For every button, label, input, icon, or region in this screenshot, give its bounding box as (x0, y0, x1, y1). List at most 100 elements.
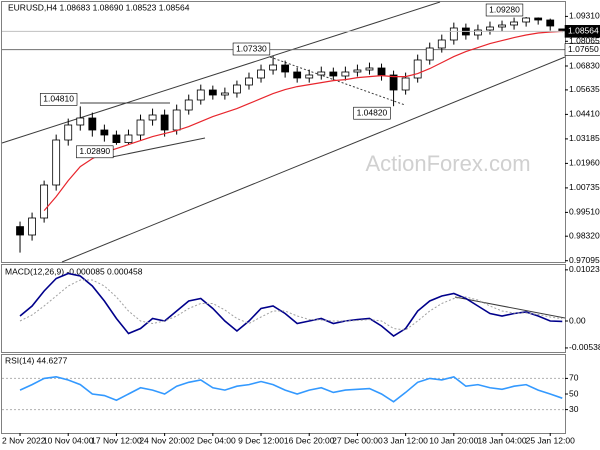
candle-body (40, 184, 49, 219)
candle-body (148, 114, 157, 121)
y-tick-label: 1.09310 (569, 11, 600, 21)
candle-body (220, 92, 229, 96)
level-label: 1.07650 (568, 44, 599, 54)
macd-title: MACD(12,26,9) -0.000085 0.000458 (5, 266, 143, 276)
y-tick-label: -0.005389 (569, 342, 600, 352)
candle-body (136, 119, 145, 136)
annotation-label-box (39, 93, 78, 106)
candle-body (522, 17, 531, 23)
annotation-label: 1.04820 (357, 107, 388, 117)
annotation-label-box (485, 3, 524, 17)
candle-body (365, 67, 374, 71)
x-tick-label: 10 Jan 20:00 (429, 435, 478, 445)
candle-body (16, 226, 24, 236)
y-tick-label: 1.01960 (569, 158, 600, 168)
last-price-label-box (564, 25, 600, 38)
annotation-label-box (232, 42, 271, 56)
candle-body (413, 59, 422, 79)
candle-body (510, 21, 518, 26)
x-tick-label: 3 Jan 12:00 (383, 435, 428, 445)
y-tick-label: 0.010232 (569, 264, 600, 274)
candle-body (305, 74, 314, 79)
annotation-label-box (76, 145, 114, 159)
candle-body (389, 74, 398, 91)
rsi-title: RSI(14) 44.6277 (5, 355, 68, 365)
candle-body (293, 71, 302, 79)
x-tick-label: 16 Dec 20:00 (284, 435, 335, 445)
y-tick-label: 0.98320 (569, 230, 600, 240)
annotation-label-box (353, 106, 391, 120)
candle-body (257, 69, 265, 79)
candle-body (353, 69, 362, 73)
x-tick-label: 27 Dec 00:00 (332, 435, 383, 445)
x-tick-label: 24 Nov 20:00 (139, 435, 190, 445)
y-tick-label: 1.03185 (569, 133, 600, 143)
candle-body (64, 124, 73, 141)
y-tick-label: 70 (569, 373, 579, 383)
candle-body (88, 117, 97, 131)
candle-body (233, 84, 241, 94)
x-tick-label: 2 Nov 2022 (2, 435, 46, 445)
y-tick-label: 0.00 (569, 315, 586, 325)
candle-body (534, 17, 543, 21)
y-tick-label: 0.97095 (569, 255, 600, 265)
price-title: EURUSD,H4 1.08683 1.08690 1.08523 1.0856… (8, 2, 190, 12)
annotation-label: 1.04810 (43, 94, 74, 104)
candle-body (425, 47, 434, 61)
line (19, 279, 563, 331)
annotation-label: 1.07330 (236, 43, 267, 53)
candle-body (184, 99, 193, 111)
line (19, 375, 563, 403)
price-panel (1, 1, 566, 263)
candle-body (245, 77, 253, 86)
candle-body (28, 217, 36, 236)
y-tick-label: 1.04410 (569, 109, 600, 119)
candle-body (546, 19, 555, 27)
line (19, 272, 563, 337)
x-tick-label: 10 Nov 04:00 (43, 435, 94, 445)
candle-body (172, 109, 181, 131)
candle-body (160, 114, 169, 131)
candle-body (474, 29, 482, 36)
y-tick-label: 0.99510 (569, 207, 600, 217)
last-price-label: 1.08564 (568, 26, 599, 36)
trend-line (111, 137, 206, 158)
candle-body (196, 89, 205, 101)
annotation-label: 1.09280 (489, 4, 520, 14)
channel-line (1, 1, 441, 144)
y-tick-label: 1.00735 (569, 182, 600, 192)
candle-body (498, 24, 506, 28)
candle-body (281, 64, 290, 73)
candle-body (112, 134, 121, 143)
candle-body (377, 67, 386, 76)
candle-body (269, 64, 277, 71)
x-tick-label: 18 Jan 04:00 (477, 435, 526, 445)
y-tick-label: 30 (569, 404, 579, 414)
candle-body (100, 129, 109, 136)
level-label-box (564, 43, 600, 56)
x-tick-label: 25 Jan 12:00 (526, 435, 575, 445)
channel-line (61, 56, 566, 263)
annotation-label: 1.02890 (79, 146, 110, 156)
macd-trend-line (454, 296, 566, 319)
candle-body (449, 27, 458, 41)
candle-body (401, 77, 410, 91)
x-tick-label: 17 Nov 12:00 (91, 435, 142, 445)
candle-body (76, 117, 85, 126)
x-tick-label: 2 Dec 04:00 (190, 435, 236, 445)
line (43, 30, 563, 211)
y-tick-label: 1.08065 (569, 36, 600, 46)
x-tick-label: 9 Dec 12:00 (238, 435, 284, 445)
y-tick-label: 1.06830 (569, 60, 600, 70)
candle-body (329, 71, 338, 77)
watermark: ActionForex.com (365, 151, 530, 176)
y-tick-label: 1.05635 (569, 84, 600, 94)
macd-panel (1, 264, 566, 353)
candle-body (486, 26, 494, 31)
candle-body (437, 39, 446, 49)
y-tick-label: 50 (569, 388, 579, 398)
candle-body (317, 71, 326, 76)
